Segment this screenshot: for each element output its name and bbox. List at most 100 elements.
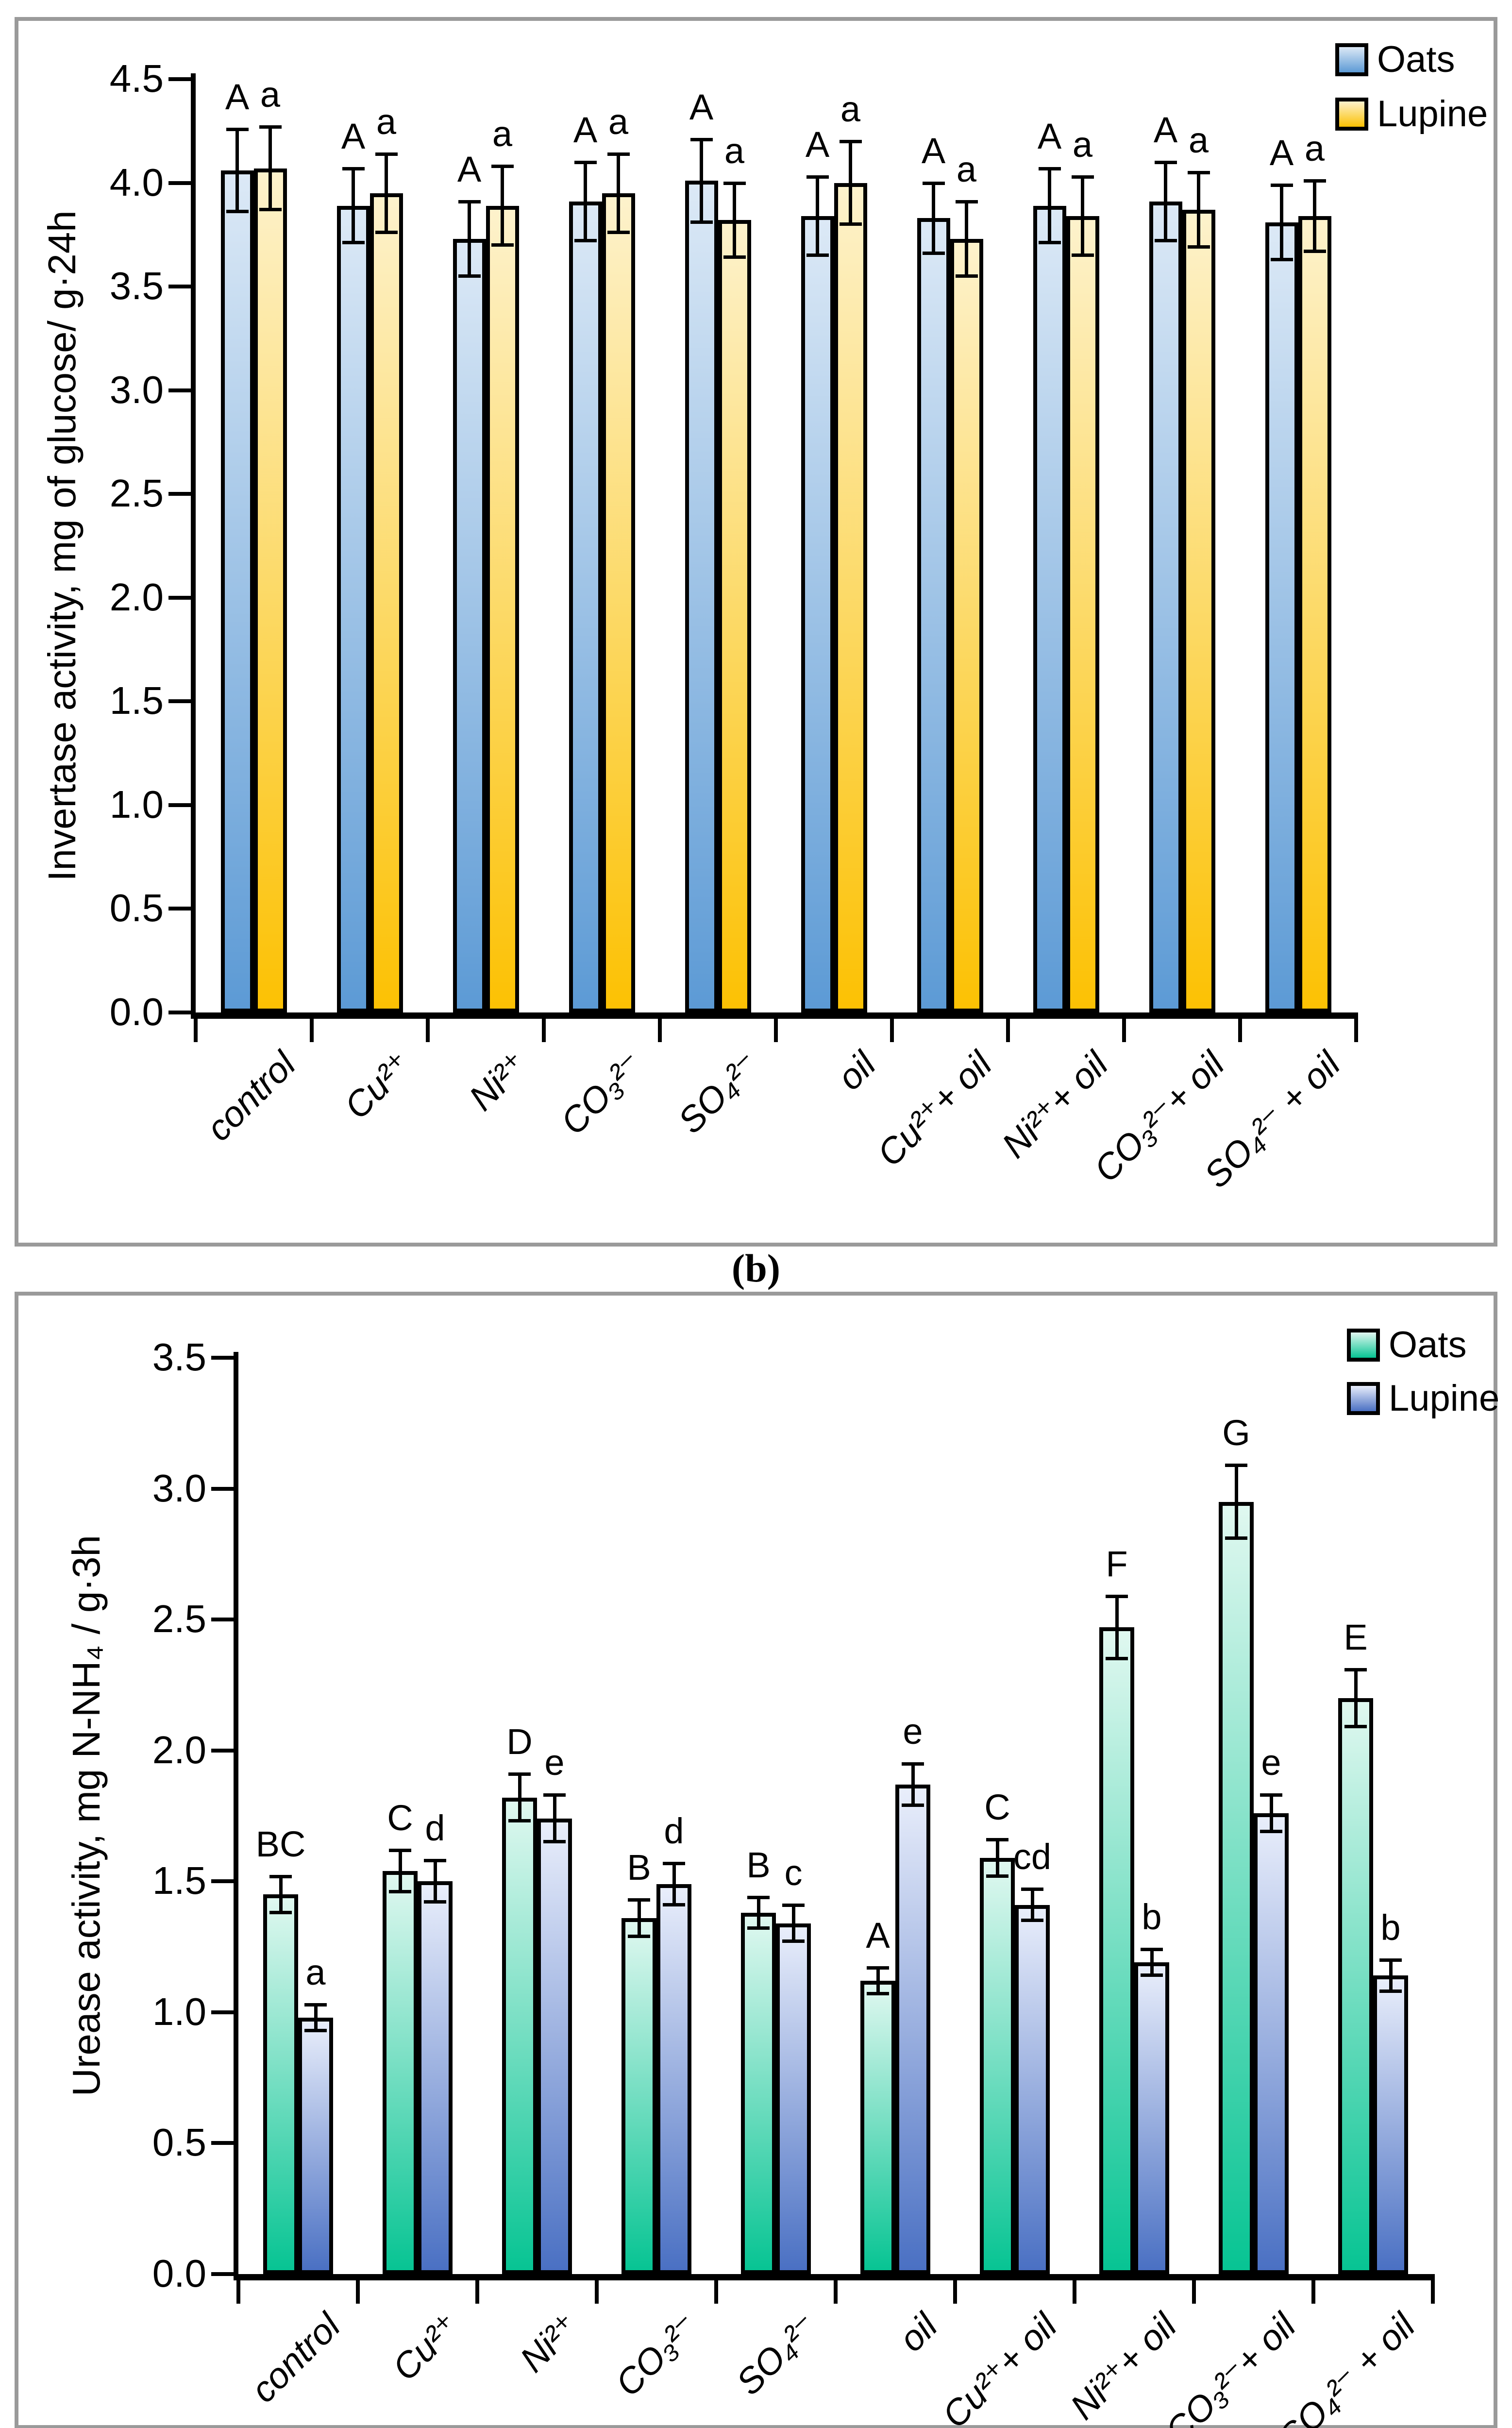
bar: [1149, 201, 1182, 1012]
error-bar: [756, 1897, 760, 1929]
significance-letter: E: [1344, 1617, 1368, 1657]
error-bar-cap-top: [1141, 1948, 1163, 1952]
significance-letter: cd: [1013, 1837, 1052, 1877]
error-bar-cap-bottom: [747, 1926, 770, 1930]
x-category-label: Cu²⁺+ oil: [869, 1044, 1000, 1174]
significance-letter: D: [506, 1721, 533, 1762]
legend-item: Oats: [1347, 1326, 1467, 1365]
error-bar-cap-bottom: [1303, 249, 1326, 253]
y-tick-label: 4.0: [109, 160, 164, 204]
legend-label-oats: Oats: [1389, 1324, 1467, 1366]
significance-letter: B: [746, 1844, 771, 1885]
y-axis-tick: [211, 1618, 235, 1622]
significance-letter: A: [805, 124, 830, 165]
error-bar-cap-bottom: [1154, 239, 1177, 243]
x-axis-tick: [542, 1018, 546, 1042]
error-bar-cap-bottom: [375, 231, 398, 235]
bar: [718, 220, 751, 1012]
error-bar-cap-top: [955, 200, 978, 203]
x-category-label: Cu²⁺: [336, 1044, 420, 1127]
bar: [1373, 1975, 1408, 2274]
error-bar-cap-top: [424, 1859, 446, 1863]
error-bar-cap-bottom: [259, 208, 282, 212]
significance-letter: a: [1188, 120, 1209, 161]
y-axis-tick: [168, 1011, 192, 1014]
error-bar-cap-bottom: [663, 1903, 685, 1906]
error-bar: [733, 183, 736, 258]
significance-letter: C: [984, 1787, 1010, 1828]
y-axis-tick: [168, 907, 192, 911]
error-bar-cap-bottom: [806, 253, 829, 257]
x-category-label: oil: [829, 1044, 884, 1098]
y-tick-label: 0.5: [109, 886, 164, 930]
error-bar-cap-top: [491, 165, 514, 169]
bar: [253, 168, 287, 1012]
error-bar-cap-top: [839, 140, 862, 144]
error-bar-cap-top: [1303, 179, 1326, 183]
bar: [383, 1871, 418, 2274]
error-bar: [468, 201, 471, 276]
error-bar: [932, 183, 935, 253]
error-bar: [791, 1905, 795, 1942]
significance-letter: A: [1037, 116, 1062, 156]
bar: [220, 170, 254, 1012]
bar: [502, 1797, 537, 2274]
bar: [622, 1918, 656, 2274]
significance-letter: a: [608, 101, 629, 142]
y-tick-label: 1.5: [152, 1859, 206, 1903]
legend-item: Lupine: [1347, 1379, 1499, 1418]
error-bar: [1048, 168, 1051, 243]
legend-label-oats: Oats: [1377, 39, 1455, 80]
invertase-chart-panel: Invertase activity, mg of glucose/ g·24h…: [15, 17, 1497, 1247]
error-bar-cap-bottom: [269, 1910, 292, 1914]
y-axis-tick: [211, 2272, 235, 2276]
x-axis-tick: [1006, 1018, 1010, 1042]
bar: [860, 1981, 895, 2274]
x-axis-tick: [1073, 2279, 1076, 2304]
error-bar: [1164, 162, 1167, 241]
bar: [980, 1857, 1015, 2274]
error-bar-cap-top: [574, 160, 597, 164]
x-category-label: Ni²⁺: [512, 2305, 587, 2380]
significance-letter: a: [724, 130, 745, 171]
error-bar-cap-bottom: [389, 1889, 411, 1893]
bar: [370, 193, 403, 1012]
urease-chart-panel: Urease activity, mg N-NH₄ / g·3h 0.0 0.5 1…: [15, 1292, 1499, 2428]
x-axis-tick: [890, 1018, 894, 1042]
y-tick-label: 0.0: [152, 2252, 206, 2295]
error-bar: [314, 2004, 318, 2031]
x-axis-tick: [236, 2279, 240, 2304]
y-axis-tick: [168, 77, 192, 81]
x-category-label: CO₃²⁻: [607, 2305, 706, 2404]
bar: [1219, 1501, 1254, 2274]
error-bar-cap-bottom: [304, 2028, 327, 2032]
x-category-label: SO₄²⁻: [728, 2305, 826, 2403]
y-tick-label: 2.5: [109, 472, 164, 515]
error-bar-cap-bottom: [458, 274, 481, 278]
error-bar: [1197, 172, 1200, 247]
error-bar-cap-top: [867, 1966, 889, 1970]
legend-item: Lupine: [1335, 95, 1488, 134]
error-bar-cap-bottom: [1225, 1536, 1247, 1540]
y-tick-label: 2.0: [152, 1728, 206, 1771]
error-bar: [352, 168, 355, 243]
error-bar-cap-bottom: [1106, 1657, 1128, 1660]
significance-letter: A: [457, 149, 482, 189]
error-bar: [617, 153, 620, 233]
y-axis-tick: [168, 699, 192, 704]
bar: [298, 2017, 333, 2274]
y-axis-tick: [168, 595, 192, 600]
significance-letter: a: [492, 114, 513, 154]
y-tick-label: 0.5: [152, 2121, 206, 2164]
bar: [1033, 205, 1066, 1012]
x-category-label: control: [243, 2305, 348, 2411]
error-bar-cap-top: [747, 1895, 770, 1899]
error-bar-cap-top: [1270, 183, 1293, 187]
significance-letter: a: [1304, 128, 1325, 169]
error-bar-cap-bottom: [424, 1900, 446, 1904]
error-bar-cap-bottom: [1038, 241, 1061, 245]
error-bar-cap-bottom: [607, 231, 630, 235]
error-bar: [1234, 1465, 1238, 1538]
error-bar-cap-top: [1379, 1958, 1402, 1962]
